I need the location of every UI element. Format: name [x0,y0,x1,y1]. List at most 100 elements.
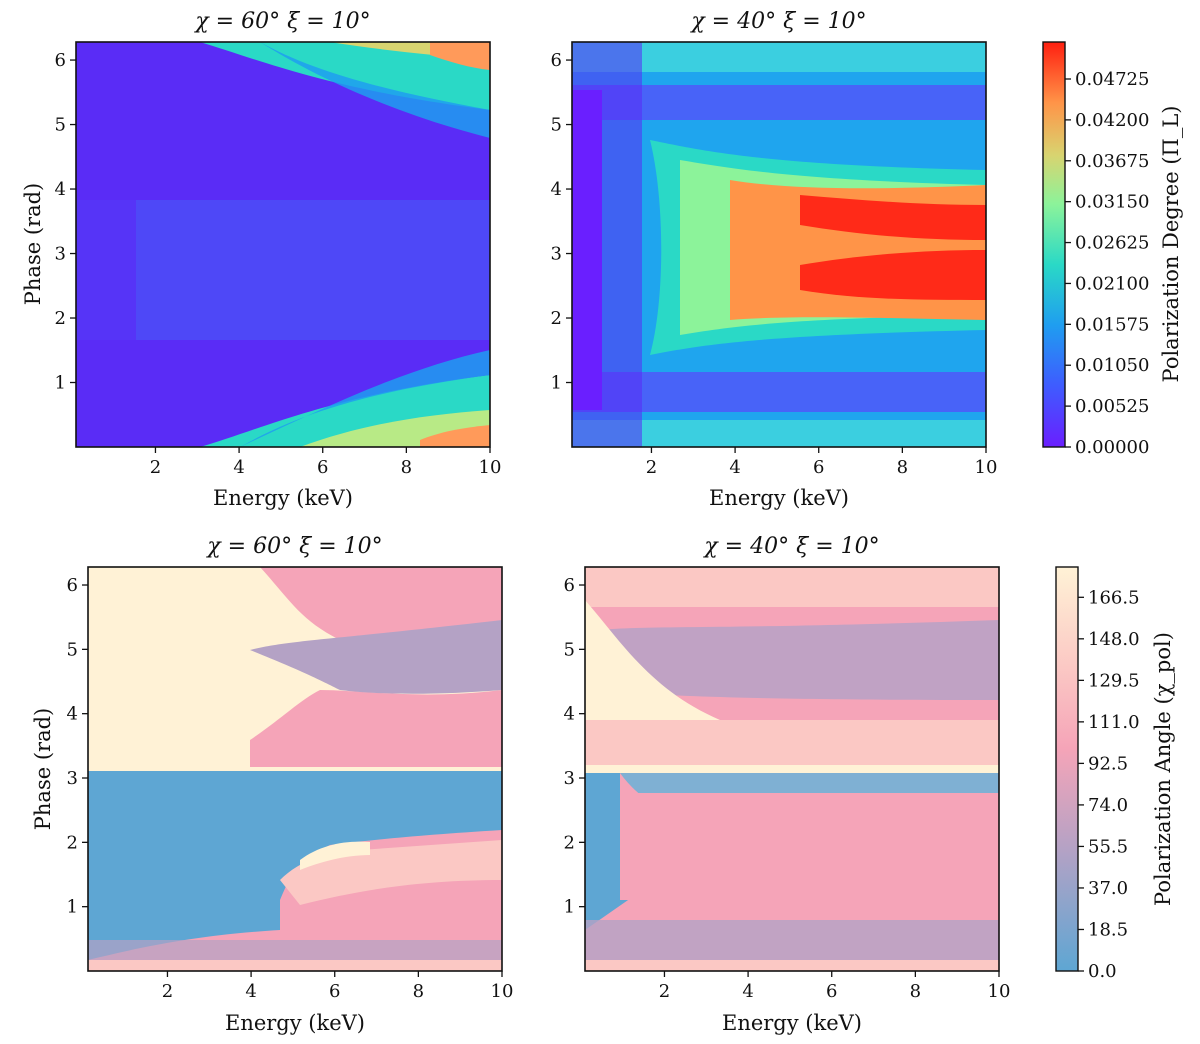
y-tick-label: 2 [67,832,78,853]
colorbar-tick-label: 55.5 [1088,836,1128,857]
colorbar-ticks: 0.0 18.5 37.0 55.5 74.0 92.5 111.0 129.5 148.0 16… [1078,587,1140,982]
x-tick-label: 6 [317,457,328,478]
y-ticks: 1 2 3 4 5 6 [551,50,572,394]
y-tick-label: 5 [564,639,575,660]
y-axis-label: Phase (rad) [31,708,55,830]
x-tick-label: 8 [413,981,424,1002]
colorbar-tick-label: 0.01050 [1075,355,1149,376]
y-tick-label: 3 [67,768,78,789]
colorbar-gradient [1055,566,1079,972]
y-tick-label: 6 [564,575,575,596]
colorbar-tick-label: 0.02100 [1075,273,1149,294]
x-tick-label: 2 [162,981,173,1002]
y-tick-label: 4 [551,179,562,200]
colorbar-tick-label: 0.01575 [1075,314,1149,335]
panel-title: χ = 40° ξ = 10° [702,534,879,559]
x-tick-label: 10 [988,981,1011,1002]
y-tick-label: 4 [55,179,66,200]
colorbar-tick-label: 74.0 [1088,795,1128,816]
colorbar-label: Polarization Degree (Π_L) [1159,106,1183,383]
heatmap-bottom-left [88,567,502,971]
colorbar-tick-label: 148.0 [1088,629,1140,650]
panel-title: χ = 60° ξ = 10° [193,9,370,34]
x-tick-label: 6 [329,981,340,1002]
colorbar-tick-label: 0.02625 [1075,233,1149,254]
y-tick-label: 1 [551,373,562,394]
y-ticks: 1 2 3 4 5 6 [564,575,585,918]
x-tick-label: 6 [826,981,837,1002]
plot-frame [584,566,1000,972]
panel-title: χ = 60° ξ = 10° [205,534,382,559]
y-tick-label: 4 [67,704,78,725]
panel-top-left: χ = 60° ξ = 10° Energy (keV) Phase (rad)… [21,9,501,510]
x-axis-label: Energy (keV) [225,1011,365,1035]
heatmap-bottom-right [585,567,999,971]
y-tick-label: 2 [55,308,66,329]
heatmap-top-right [572,42,986,447]
y-tick-label: 6 [55,50,66,71]
x-tick-label: 6 [813,457,824,478]
y-ticks: 1 2 3 4 5 6 [67,575,88,918]
y-ticks: 1 2 3 4 5 6 [55,50,76,394]
colorbar-tick-label: 37.0 [1088,878,1128,899]
x-tick-label: 8 [910,981,921,1002]
x-tick-label: 10 [975,457,998,478]
colorbar-tick-label: 0.00525 [1075,396,1149,417]
y-tick-label: 1 [564,897,575,918]
y-tick-label: 6 [67,575,78,596]
x-tick-label: 4 [245,981,256,1002]
x-tick-label: 2 [150,457,161,478]
colorbar-ticks: 0.00000 0.00525 0.01050 0.01575 0.02100 0.026… [1065,69,1149,458]
x-tick-label: 8 [401,457,412,478]
colorbar-tick-label: 92.5 [1088,753,1128,774]
colorbar-tick-label: 0.00000 [1075,437,1149,458]
y-tick-label: 4 [564,704,575,725]
colorbar-polarization-angle: 0.0 18.5 37.0 55.5 74.0 92.5 111.0 129.5 148.0 16… [1055,566,1175,982]
x-axis-label: Energy (keV) [709,486,849,510]
plot-frame [75,41,491,448]
x-tick-label: 4 [742,981,753,1002]
x-tick-label: 4 [729,457,740,478]
x-tick-label: 2 [659,981,670,1002]
y-tick-label: 1 [55,373,66,394]
x-tick-label: 2 [646,457,657,478]
colorbar-tick-label: 0.03675 [1075,151,1149,172]
y-tick-label: 1 [67,897,78,918]
x-ticks: 2 4 6 8 10 [162,971,514,1002]
colorbar-gradient [1042,41,1066,448]
heatmap-top-left [76,42,490,447]
x-axis-label: Energy (keV) [213,486,353,510]
y-tick-label: 2 [564,832,575,853]
y-tick-label: 2 [551,308,562,329]
panel-bottom-left: χ = 60° ξ = 10° Energy (keV) Phase (rad)… [31,534,513,1035]
x-ticks: 2 4 6 8 10 [659,971,1011,1002]
x-ticks: 2 4 6 8 10 [646,447,998,478]
y-tick-label: 6 [551,50,562,71]
y-tick-label: 5 [67,639,78,660]
x-tick-label: 4 [233,457,244,478]
colorbar-tick-label: 0.04725 [1075,69,1149,90]
x-tick-label: 10 [479,457,502,478]
x-tick-label: 8 [897,457,908,478]
colorbar-tick-label: 129.5 [1088,670,1140,691]
y-tick-label: 3 [55,244,66,265]
plot-frame [571,41,987,448]
colorbar-tick-label: 0.03150 [1075,192,1149,213]
colorbar-tick-label: 0.0 [1088,961,1117,982]
panel-bottom-right: χ = 40° ξ = 10° Energy (keV) 2 4 6 8 10 1234… [564,534,1011,1035]
y-axis-label: Phase (rad) [21,183,45,305]
colorbar-tick-label: 111.0 [1088,712,1140,733]
plot-frame [87,566,503,972]
x-tick-label: 10 [491,981,514,1002]
y-tick-label: 5 [551,115,562,136]
colorbar-polarization-degree: 0.00000 0.00525 0.01050 0.01575 0.02100 0.026… [1042,41,1183,458]
y-tick-label: 5 [55,115,66,136]
colorbar-label: Polarization Angle (χ_pol) [1151,632,1175,906]
y-tick-label: 3 [551,244,562,265]
x-ticks: 2 4 6 8 10 [150,447,502,478]
panel-top-right: χ = 40° ξ = 10° Energy (keV) 2 4 6 8 10 1234… [551,9,998,510]
colorbar-tick-label: 166.5 [1088,587,1140,608]
y-tick-label: 3 [564,768,575,789]
panel-title: χ = 40° ξ = 10° [689,9,866,34]
